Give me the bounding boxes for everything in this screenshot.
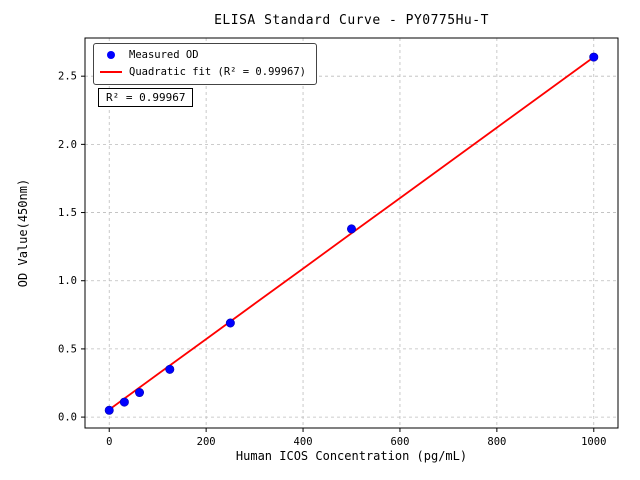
x-axis-label: Human ICOS Concentration (pg/mL) <box>235 449 468 463</box>
data-point <box>346 224 356 234</box>
legend-label-quadratic-fit: Quadratic fit (R² = 0.99967) <box>129 66 307 78</box>
y-tick-label: 2.5 <box>58 71 77 83</box>
y-tick-label: 0.5 <box>58 343 77 355</box>
x-tick-label: 800 <box>487 436 506 448</box>
legend-label-measured-od: Measured OD <box>129 49 199 61</box>
data-point <box>225 318 235 328</box>
x-tick-label: 400 <box>294 436 313 448</box>
chart-legend: Measured OD Quadratic fit (R² = 0.99967) <box>93 43 318 85</box>
y-tick-label: 1.5 <box>58 207 77 219</box>
x-tick-label: 200 <box>197 436 216 448</box>
x-tick-label: 1000 <box>581 436 606 448</box>
data-point <box>104 405 114 415</box>
grid-lines <box>85 38 618 428</box>
legend-entry-quadratic-fit: Quadratic fit (R² = 0.99967) <box>100 66 306 78</box>
y-tick-label: 0.0 <box>58 412 77 424</box>
scatter-marker-icon <box>107 51 115 59</box>
data-point <box>589 52 599 62</box>
line-marker-icon <box>100 71 122 73</box>
data-point <box>135 388 145 398</box>
y-tick-label: 1.0 <box>58 275 77 287</box>
tick-labels: 0 200 400 600 800 1000 0.0 0.5 1.0 1.5 2.0 2.5 <box>58 71 606 448</box>
data-point <box>119 397 129 407</box>
y-axis-label: OD Value(450nm) <box>16 178 30 288</box>
plot-frame <box>84 37 619 429</box>
chart-title: ELISA Standard Curve - PY0775Hu-T <box>214 13 489 28</box>
measured-od-points <box>104 52 599 415</box>
x-tick-label: 0 <box>106 436 112 448</box>
x-tick-label: 600 <box>390 436 409 448</box>
axis-ticks <box>81 75 595 432</box>
data-point <box>165 364 175 374</box>
y-tick-label: 2.0 <box>58 139 77 151</box>
legend-entry-measured-od: Measured OD <box>100 49 306 61</box>
r-squared-annotation: R² = 0.99967 <box>98 88 194 107</box>
